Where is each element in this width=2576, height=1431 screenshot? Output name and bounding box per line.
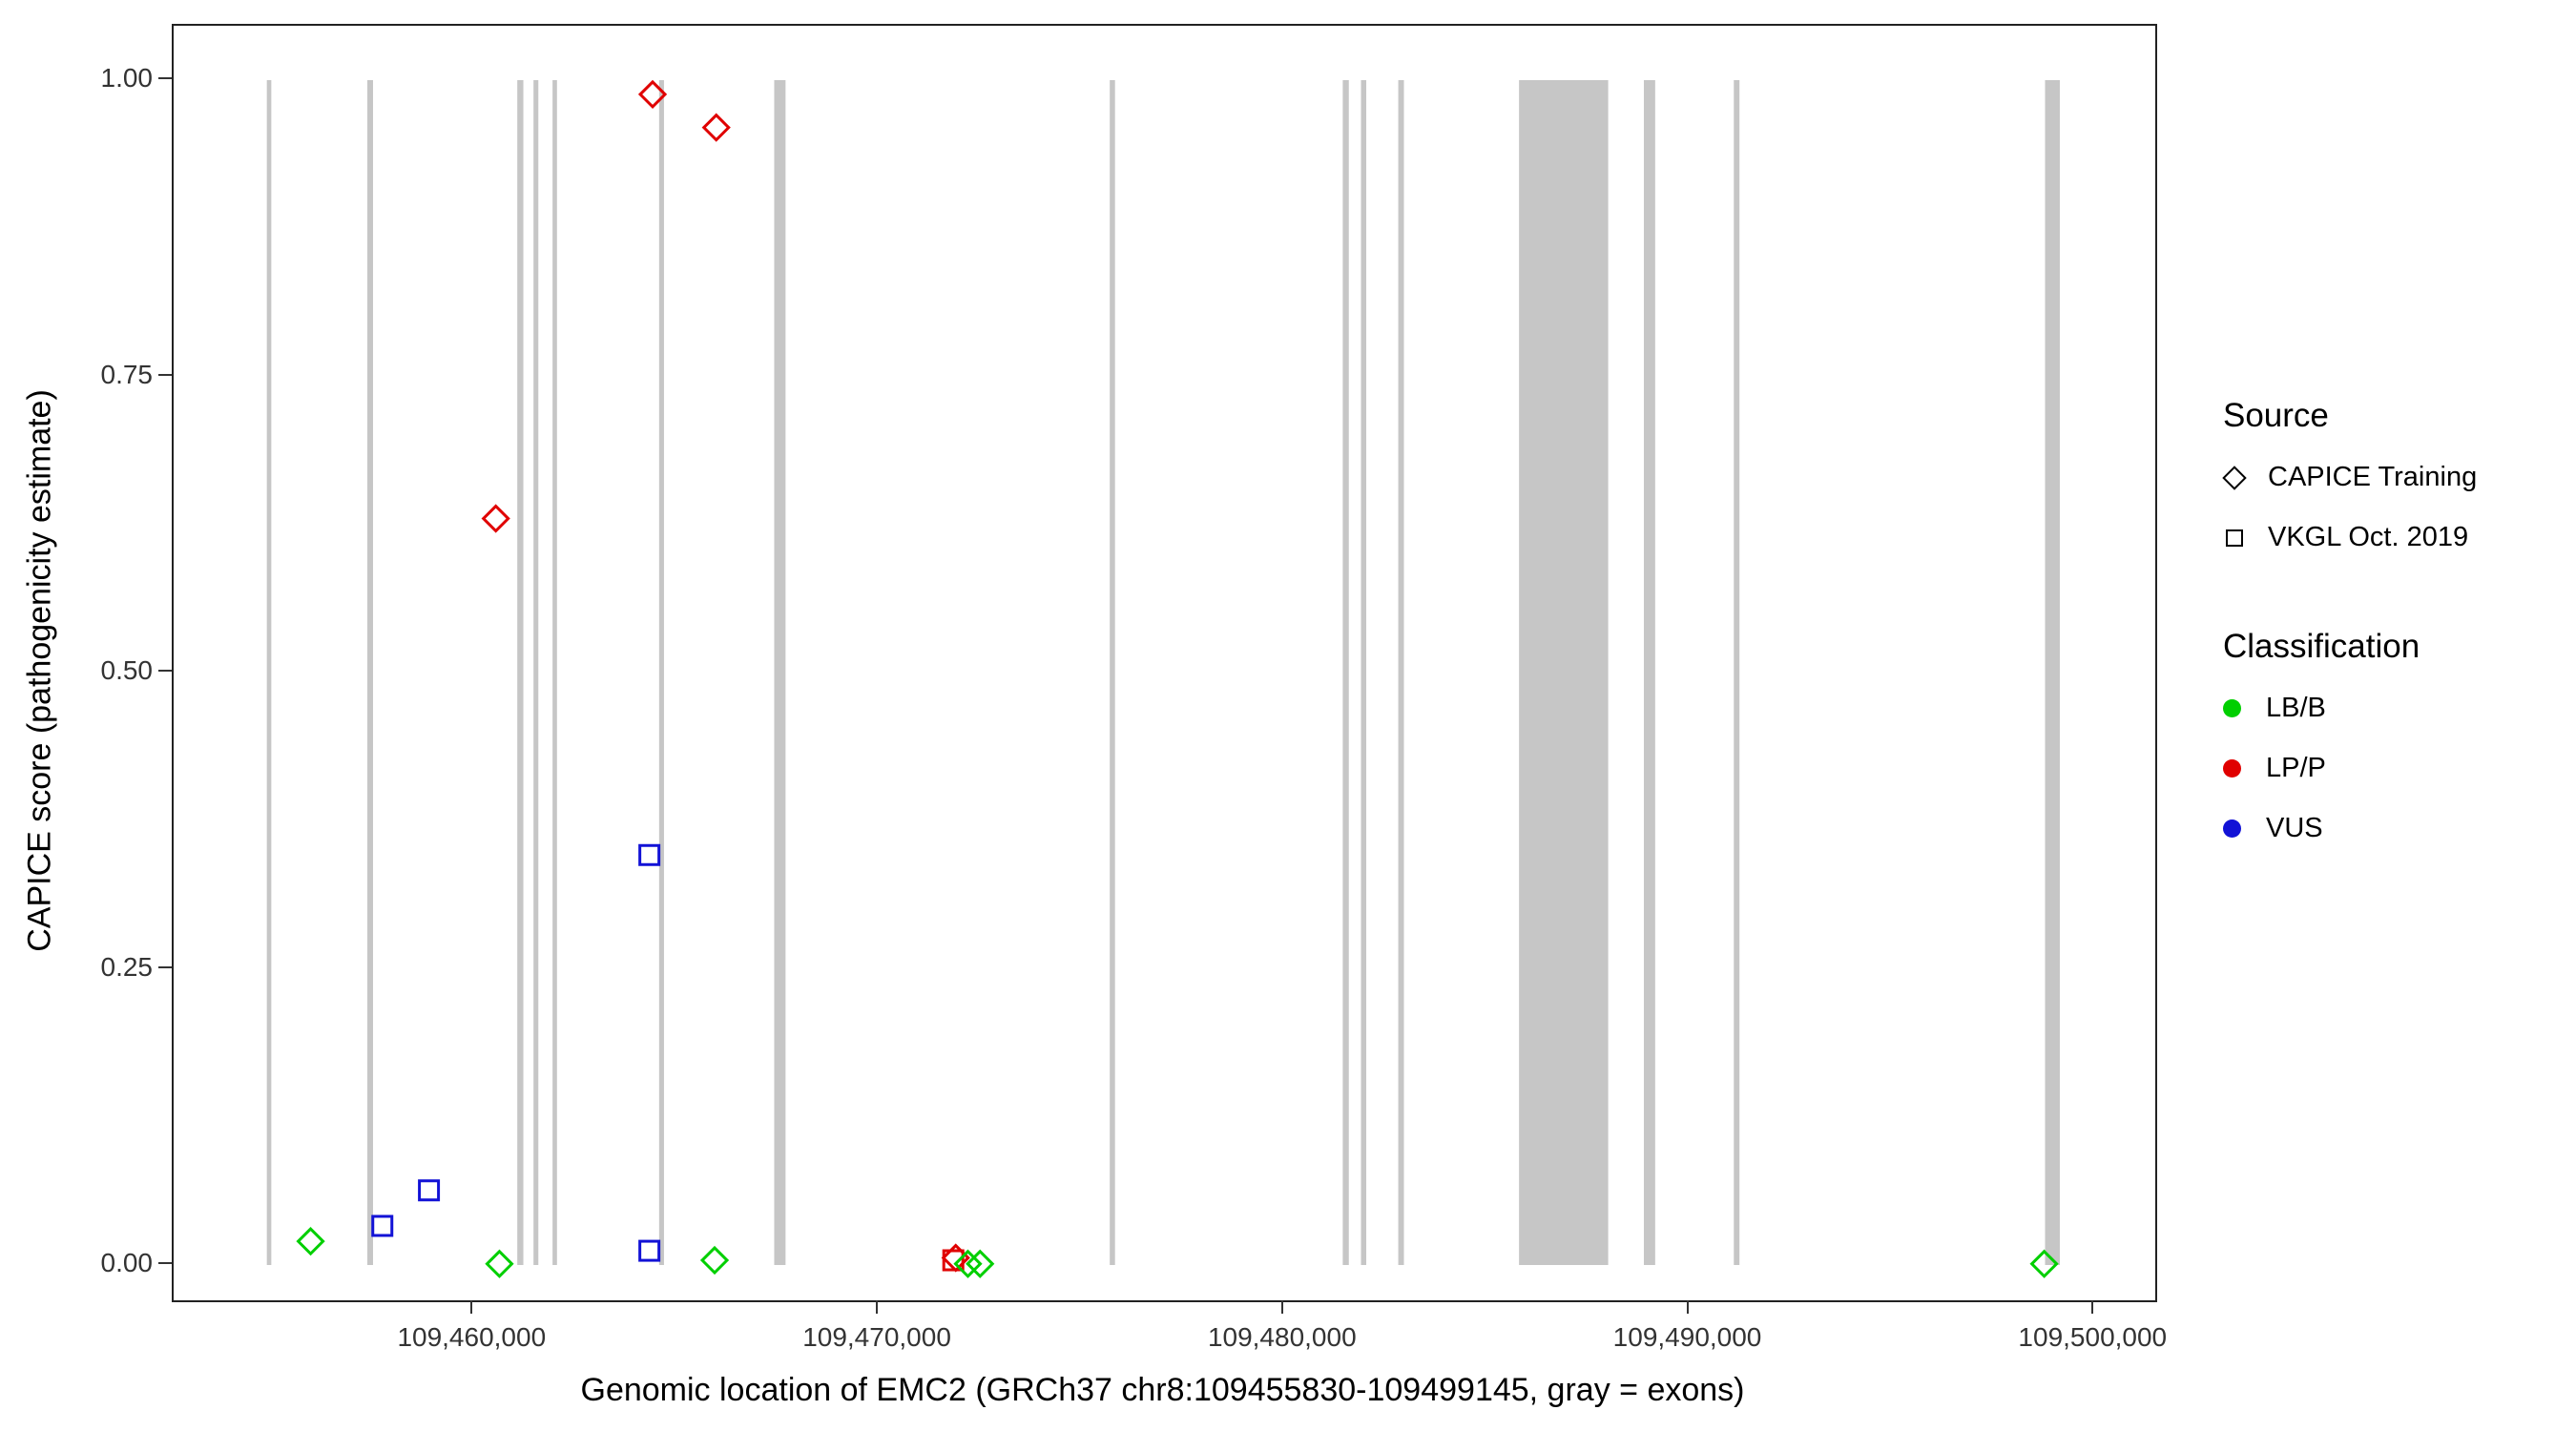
plot-panel [172,24,2157,1302]
y-tick-label: 0.00 [100,1248,154,1277]
data-point [2029,1249,2059,1278]
red-dot-icon [2223,759,2241,778]
y-tick-mark [158,670,172,672]
legend-item-label: CAPICE Training [2268,462,2478,492]
data-point [371,1214,394,1237]
data-point [966,1249,995,1278]
x-tick-label: 109,460,000 [397,1322,547,1352]
data-point [953,1249,983,1278]
data-point [637,79,668,110]
y-tick-mark [158,373,172,376]
y-tick-label: 1.00 [100,63,154,93]
exon-region [1342,80,1349,1265]
data-point [941,1243,970,1273]
exon-region [552,80,557,1265]
x-tick-mark [876,1300,879,1314]
data-point [418,1179,441,1202]
exon-region [367,80,373,1265]
legend-item-label: LB/B [2266,693,2326,723]
legend-source-title: Source [2223,397,2329,434]
legend-item-vus: VUS [2223,813,2566,844]
data-point [296,1227,325,1256]
y-tick-label: 0.75 [100,359,154,389]
data-point [485,1249,514,1278]
data-point [701,113,731,142]
y-tick-mark [158,965,172,968]
y-tick-mark [158,77,172,79]
exon-region [2045,80,2060,1265]
exon-region [658,80,664,1265]
data-point [699,1245,730,1275]
exon-region [774,80,786,1265]
x-tick-mark [470,1300,473,1314]
x-axis-title: Genomic location of EMC2 (GRCh37 chr8:10… [580,1372,1745,1408]
exon-region [1734,80,1740,1265]
legend-item-vkgl: VKGL Oct. 2019 [2223,522,2566,553]
legend-classification-title: Classification [2223,628,2420,665]
legend: Source CAPICE Training VKGL Oct. 2019 Cl… [2222,397,2566,873]
y-tick-label: 0.25 [100,951,154,982]
legend-item-lbb: LB/B [2223,693,2566,724]
legend-item-lpp: LP/P [2223,753,2566,784]
exon-region [1110,80,1115,1265]
legend-item-label: VKGL Oct. 2019 [2268,522,2469,552]
x-tick-label: 109,500,000 [2018,1322,2168,1352]
exon-region [1361,80,1367,1265]
legend-item-label: VUS [2266,813,2323,843]
y-tick-mark [158,1262,172,1264]
y-tick-label: 0.50 [100,655,154,685]
data-point [638,843,661,866]
legend-item-label: LP/P [2266,753,2326,783]
exon-region [1519,80,1609,1265]
plot-canvas [266,79,2060,1278]
x-tick-label: 109,470,000 [802,1322,951,1352]
exon-region [517,80,524,1265]
x-tick-mark [2091,1300,2094,1314]
exon-region [266,80,272,1265]
square-icon [2226,529,2243,547]
data-point [638,1239,661,1262]
blue-dot-icon [2223,819,2241,838]
x-tick-mark [1686,1300,1689,1314]
legend-item-capice-training: CAPICE Training [2222,462,2566,493]
x-tick-mark [1280,1300,1283,1314]
x-tick-label: 109,490,000 [1612,1322,1762,1352]
data-point [481,504,510,533]
green-dot-icon [2223,699,2241,717]
exon-region [533,80,539,1265]
exon-region [1643,80,1655,1265]
x-tick-label: 109,480,000 [1207,1322,1357,1352]
diamond-icon [2222,465,2247,490]
exon-region [1398,80,1404,1265]
